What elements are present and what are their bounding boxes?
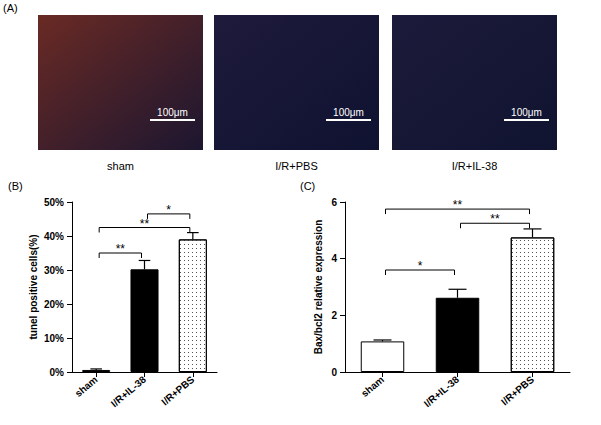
svg-text:I/R+PBS: I/R+PBS	[275, 160, 318, 172]
svg-text:**: **	[116, 242, 126, 256]
svg-text:**: **	[140, 217, 150, 231]
svg-text:(B): (B)	[8, 180, 23, 192]
svg-text:I/R+PBS: I/R+PBS	[499, 374, 536, 408]
svg-text:sham: sham	[73, 374, 100, 399]
svg-text:sham: sham	[107, 160, 134, 172]
svg-text:2: 2	[331, 310, 337, 321]
svg-text:I/R+IL-38: I/R+IL-38	[109, 374, 149, 410]
svg-text:0%: 0%	[50, 367, 65, 378]
svg-text:*: *	[166, 203, 171, 217]
svg-text:I/R+IL-38: I/R+IL-38	[422, 374, 462, 410]
svg-text:tunel positive cells(%): tunel positive cells(%)	[28, 234, 39, 339]
svg-text:100μm: 100μm	[333, 107, 364, 118]
svg-text:(A): (A)	[3, 2, 18, 14]
svg-text:40%: 40%	[44, 231, 64, 242]
svg-text:20%: 20%	[44, 299, 64, 310]
svg-text:50%: 50%	[44, 197, 64, 208]
svg-text:6: 6	[331, 197, 337, 208]
svg-text:(C): (C)	[300, 180, 315, 192]
svg-text:**: **	[490, 212, 500, 226]
svg-text:0: 0	[331, 367, 337, 378]
svg-text:*: *	[418, 259, 423, 273]
svg-text:30%: 30%	[44, 265, 64, 276]
svg-text:100μm: 100μm	[157, 107, 188, 118]
svg-text:I/R+IL-38: I/R+IL-38	[452, 160, 498, 172]
svg-text:Bax/bcl2 relative expression: Bax/bcl2 relative expression	[313, 220, 324, 355]
svg-text:I/R+PBS: I/R+PBS	[159, 374, 196, 408]
svg-text:**: **	[453, 198, 463, 212]
svg-text:100μm: 100μm	[511, 107, 542, 118]
svg-text:10%: 10%	[44, 333, 64, 344]
svg-text:sham: sham	[359, 374, 386, 399]
svg-text:4: 4	[331, 253, 337, 264]
